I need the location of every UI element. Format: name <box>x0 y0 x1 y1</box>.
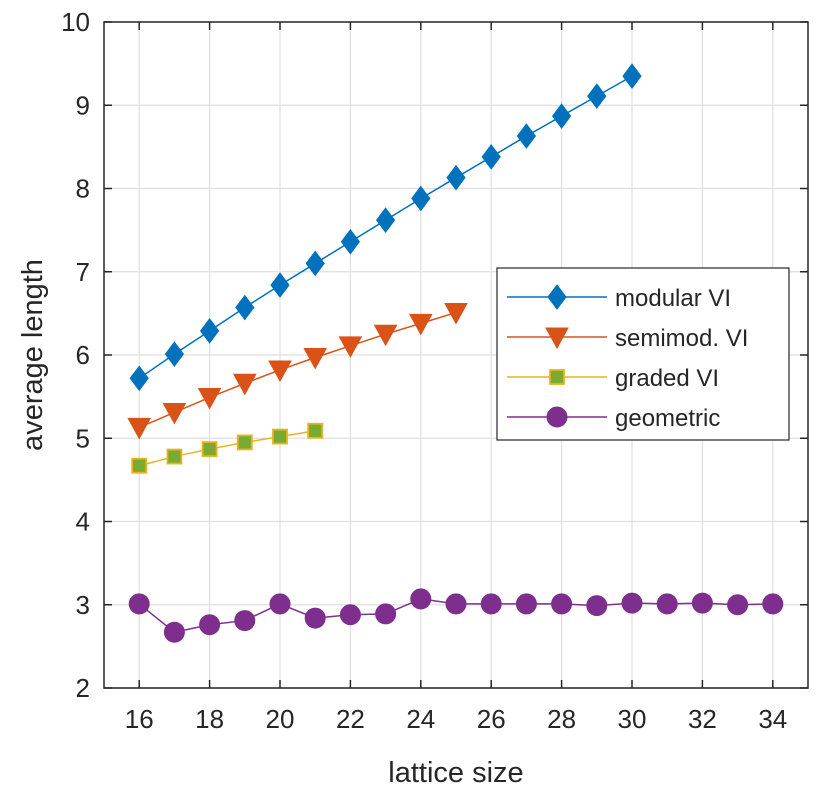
data-point <box>269 593 291 615</box>
data-point <box>727 594 749 616</box>
legend: modular VI semimod. VI graded VI geometric <box>496 267 790 441</box>
series-line <box>138 311 457 429</box>
y-tick-label: 9 <box>76 90 90 120</box>
data-point <box>164 341 185 368</box>
data-point <box>131 457 148 474</box>
legend-entry: geometric <box>615 405 720 432</box>
data-point <box>127 417 152 440</box>
data-point <box>129 365 149 392</box>
data-point <box>197 387 222 410</box>
data-point <box>410 588 432 610</box>
data-point <box>375 603 397 625</box>
legend-marker <box>545 327 569 350</box>
data-point <box>516 123 537 149</box>
data-point <box>551 593 573 615</box>
data-point <box>621 592 643 614</box>
data-point <box>201 441 218 457</box>
data-point <box>408 313 433 336</box>
data-point <box>480 593 502 615</box>
x-tick-label: 34 <box>758 704 787 734</box>
data-point <box>236 434 253 451</box>
y-tick-label: 5 <box>76 423 90 453</box>
legend-entry: modular VI <box>615 285 731 312</box>
x-tick-label: 24 <box>406 704 435 734</box>
data-point <box>163 621 185 643</box>
x-tick-label: 32 <box>688 704 717 734</box>
y-axis-label: average length <box>17 259 49 451</box>
data-point <box>481 144 501 170</box>
series-2 <box>131 422 324 474</box>
data-point <box>272 428 288 445</box>
x-tick-label: 26 <box>477 704 506 734</box>
y-tick-label: 4 <box>76 507 90 537</box>
x-axis-label: lattice size <box>388 757 523 789</box>
x-tick-label: 28 <box>547 704 576 734</box>
y-tick-label: 6 <box>76 340 90 370</box>
data-point <box>162 402 187 425</box>
data-point <box>586 595 608 617</box>
data-point <box>762 593 784 615</box>
x-tick-label: 22 <box>336 704 365 734</box>
data-point <box>305 250 325 277</box>
data-point <box>691 592 713 614</box>
data-point <box>444 303 468 325</box>
data-point <box>339 604 361 626</box>
data-point <box>551 103 572 129</box>
data-point <box>445 593 467 615</box>
data-point <box>375 207 396 233</box>
x-tick-label: 20 <box>266 704 295 734</box>
data-point <box>235 294 255 321</box>
data-point <box>199 614 221 636</box>
series-3 <box>128 588 784 643</box>
series-1 <box>127 303 468 440</box>
y-tick-label: 3 <box>76 590 90 620</box>
data-point <box>338 336 363 358</box>
legend-marker <box>549 369 565 385</box>
data-point <box>232 373 257 396</box>
legend-marker <box>546 406 568 428</box>
legend-marker <box>547 284 567 310</box>
data-point <box>622 63 642 89</box>
data-point <box>656 593 678 615</box>
data-point <box>373 324 398 347</box>
x-tick-label: 16 <box>125 704 154 734</box>
data-point <box>411 185 431 212</box>
y-tick-label: 8 <box>76 174 90 204</box>
data-point <box>587 83 607 109</box>
data-point <box>234 610 256 632</box>
data-point <box>199 318 220 344</box>
data-point <box>128 593 150 615</box>
data-point <box>307 422 324 439</box>
x-tick-label: 30 <box>618 704 647 734</box>
data-point <box>446 164 466 191</box>
data-point <box>166 448 183 465</box>
data-point <box>268 360 292 383</box>
y-tick-label: 2 <box>76 673 90 703</box>
data-point <box>270 272 290 298</box>
data-point <box>515 593 537 615</box>
series-0 <box>129 63 642 392</box>
legend-entry: graded VI <box>615 365 719 392</box>
x-tick-label: 18 <box>195 704 224 734</box>
data-point <box>303 347 328 370</box>
data-point <box>304 607 326 629</box>
y-tick-label: 10 <box>61 7 90 37</box>
y-tick-label: 7 <box>76 257 90 287</box>
data-point <box>340 228 361 255</box>
legend-entry: semimod. VI <box>615 325 748 352</box>
series-layer <box>127 63 784 643</box>
